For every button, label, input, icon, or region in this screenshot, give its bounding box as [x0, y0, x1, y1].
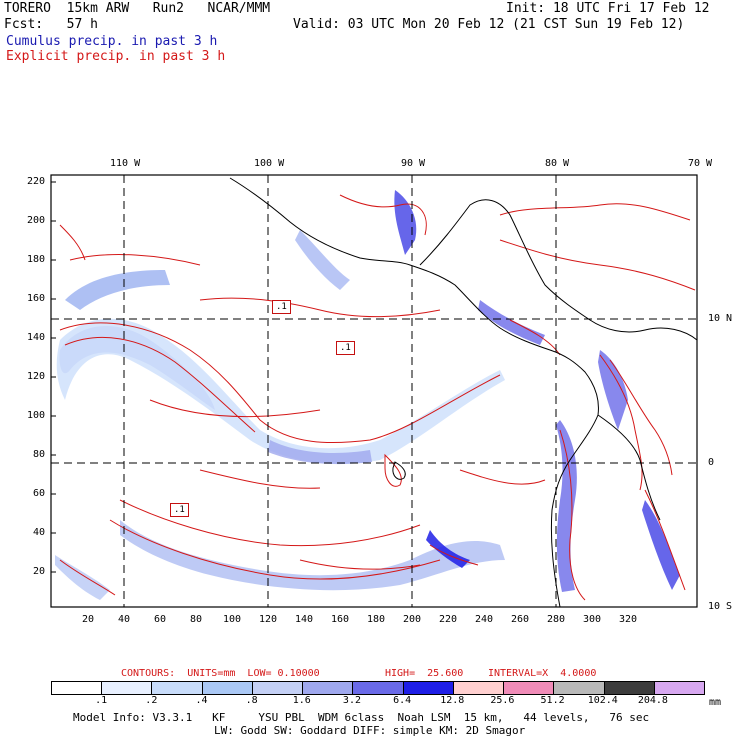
colorbar-label: 3.2: [342, 695, 361, 706]
y-label: 120: [27, 371, 46, 382]
model-run-title: TORERO 15km ARW Run2 NCAR/MMM: [4, 1, 271, 16]
lat-label-10n: 10 N: [708, 313, 733, 324]
colorbar-segment: [453, 682, 505, 694]
y-label: 220: [27, 176, 46, 187]
colorbar-label: 204.8: [637, 695, 668, 706]
colorbar-segment: [654, 682, 705, 694]
init-time: Init: 18 UTC Fri 17 Feb 12: [506, 1, 710, 16]
y-label: 100: [27, 410, 46, 421]
colorbar-labels: .1 .2 .4 .8 1.6 3.2 6.4 12.8 25.6 51.2 102.4 204.8: [51, 695, 703, 707]
x-label: 200: [403, 614, 422, 625]
lon-label-100w: 100 W: [254, 158, 285, 169]
lat-label-0: 0: [708, 457, 715, 468]
colorbar-label: .8: [245, 695, 258, 706]
coastline: [229, 177, 697, 607]
lon-label-90w: 90 W: [401, 158, 426, 169]
model-info-line1: Model Info: V3.3.1 KF YSU PBL WDM 6class…: [73, 711, 650, 724]
forecast-hour: Fcst: 57 h: [4, 17, 98, 32]
x-label: 100: [223, 614, 242, 625]
contour-interval-info: INTERVAL=X 4.0000: [488, 668, 597, 679]
valid-time: Valid: 03 UTC Mon 20 Feb 12 (21 CST Sun …: [293, 17, 685, 32]
colorbar-segment: [504, 682, 555, 694]
x-label: 180: [367, 614, 386, 625]
y-label: 20: [33, 566, 46, 577]
x-label: 220: [439, 614, 458, 625]
colorbar-label: 51.2: [540, 695, 565, 706]
colorbar-label: 1.6: [292, 695, 311, 706]
colorbar-label: .2: [145, 695, 158, 706]
x-label: 260: [511, 614, 530, 625]
x-label: 140: [295, 614, 314, 625]
y-label: 80: [33, 449, 46, 460]
x-label: 40: [118, 614, 131, 625]
x-label: 120: [259, 614, 278, 625]
x-label: 80: [190, 614, 203, 625]
colorbar-segment: [303, 682, 354, 694]
contour-units-info: CONTOURS: UNITS=mm LOW= 0.10000: [121, 668, 320, 679]
map-frame: [50, 174, 698, 608]
lat-lon-grid: [51, 175, 697, 607]
legend-explicit: Explicit precip. in past 3 h: [6, 49, 226, 64]
x-label: 280: [547, 614, 566, 625]
legend-cumulus: Cumulus precip. in past 3 h: [6, 34, 218, 49]
contour-value-label: .1: [170, 503, 189, 517]
colorbar-segment: [604, 682, 655, 694]
contour-high-info: HIGH= 25.600: [385, 668, 464, 679]
colorbar-segment: [52, 682, 103, 694]
y-label: 180: [27, 254, 46, 265]
y-label: 200: [27, 215, 46, 226]
colorbar-label: .1: [95, 695, 108, 706]
x-label: 60: [154, 614, 167, 625]
lon-label-80w: 80 W: [545, 158, 570, 169]
contour-value-label: .1: [336, 341, 355, 355]
colorbar-label: 6.4: [393, 695, 412, 706]
x-label: 320: [619, 614, 638, 625]
y-label: 160: [27, 293, 46, 304]
x-label: 160: [331, 614, 350, 625]
colorbar-label: 12.8: [440, 695, 465, 706]
colorbar-segment: [353, 682, 404, 694]
model-info-line2: LW: Godd SW: Goddard DIFF: simple KM: 2D…: [214, 724, 526, 737]
contour-value-label: .1: [272, 300, 291, 314]
lon-label-110w: 110 W: [110, 158, 141, 169]
colorbar-segment: [252, 682, 304, 694]
x-label: 20: [82, 614, 95, 625]
cumulus-precip-shading: [55, 190, 680, 600]
colorbar-label: 25.6: [490, 695, 515, 706]
colorbar-segment: [152, 682, 203, 694]
colorbar-segment: [554, 682, 605, 694]
precip-colorbar: [51, 681, 705, 695]
colorbar-segment: [102, 682, 153, 694]
colorbar-segment: [202, 682, 253, 694]
x-label: 300: [583, 614, 602, 625]
colorbar-segment: [403, 682, 454, 694]
x-label: 240: [475, 614, 494, 625]
y-label: 140: [27, 332, 46, 343]
lat-label-10s: 10 S: [708, 601, 733, 612]
lon-label-70w: 70 W: [688, 158, 713, 169]
explicit-precip-contours: [59, 194, 696, 601]
y-label: 60: [33, 488, 46, 499]
colorbar-unit: mm: [709, 697, 722, 708]
colorbar-label: 102.4: [587, 695, 618, 706]
colorbar-label: .4: [195, 695, 208, 706]
y-label: 40: [33, 527, 46, 538]
